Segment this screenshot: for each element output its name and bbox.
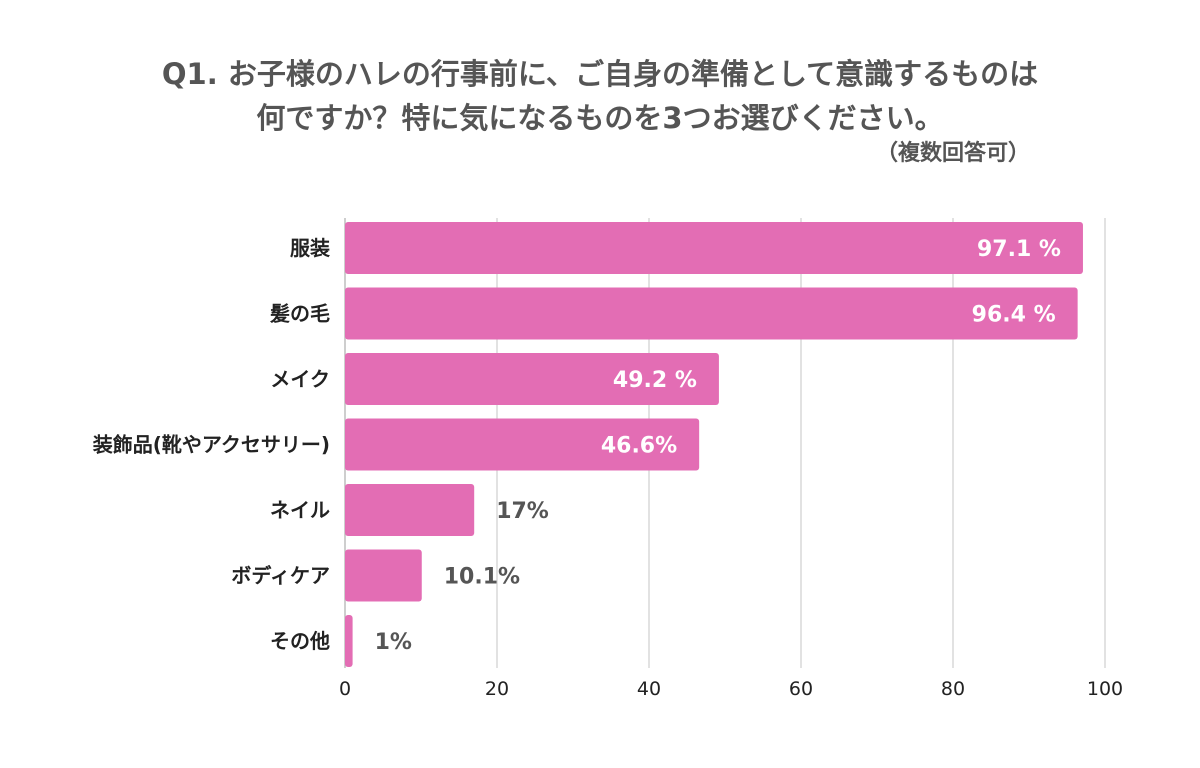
value-label: 49.2 % <box>613 368 697 393</box>
chart-subtitle: （複数回答可） <box>875 141 1030 166</box>
x-axis-ticks: 0 20 40 60 80 100 <box>339 678 1123 700</box>
bar <box>345 549 422 602</box>
value-label: 97.1 % <box>977 237 1061 262</box>
bar <box>345 484 475 536</box>
value-label: 96.4 % <box>972 303 1056 328</box>
x-tick-label: 80 <box>941 678 965 700</box>
value-label: 10.1% <box>444 565 520 590</box>
bar <box>345 222 1083 274</box>
x-tick-label: 20 <box>485 678 509 700</box>
x-tick-label: 60 <box>789 678 813 700</box>
value-labels: 97.1 % 96.4 % 49.2 % 46.6% 17% 10.1% 1% <box>375 237 1061 655</box>
category-label: 装飾品(靴やアクセサリー) <box>92 433 330 457</box>
value-label: 46.6% <box>601 434 677 459</box>
bars <box>345 222 1083 667</box>
bar <box>345 287 1078 340</box>
bar <box>345 615 353 667</box>
category-label: ネイル <box>270 498 330 522</box>
value-label: 1% <box>375 630 412 655</box>
x-tick-label: 40 <box>637 678 661 700</box>
bar <box>345 353 719 405</box>
x-tick-label: 100 <box>1087 678 1123 700</box>
bar <box>345 418 700 471</box>
category-label: その他 <box>270 629 330 653</box>
category-label: ボディケア <box>231 564 330 588</box>
chart-title-line-1: Q1. お子様のハレの行事前に、ご自身の準備として意識するものは <box>161 57 1039 91</box>
category-label: 服装 <box>290 236 330 260</box>
chart-title-line-2: 何ですか？特に気になるものを3つお選びください。 <box>256 101 944 135</box>
category-label: 髪の毛 <box>269 302 330 326</box>
category-label: メイク <box>270 367 330 391</box>
x-tick-label: 0 <box>339 678 351 700</box>
value-label: 17% <box>496 499 549 524</box>
chart-title: Q1. お子様のハレの行事前に、ご自身の準備として意識するものは 何ですか？特に… <box>0 52 1200 140</box>
